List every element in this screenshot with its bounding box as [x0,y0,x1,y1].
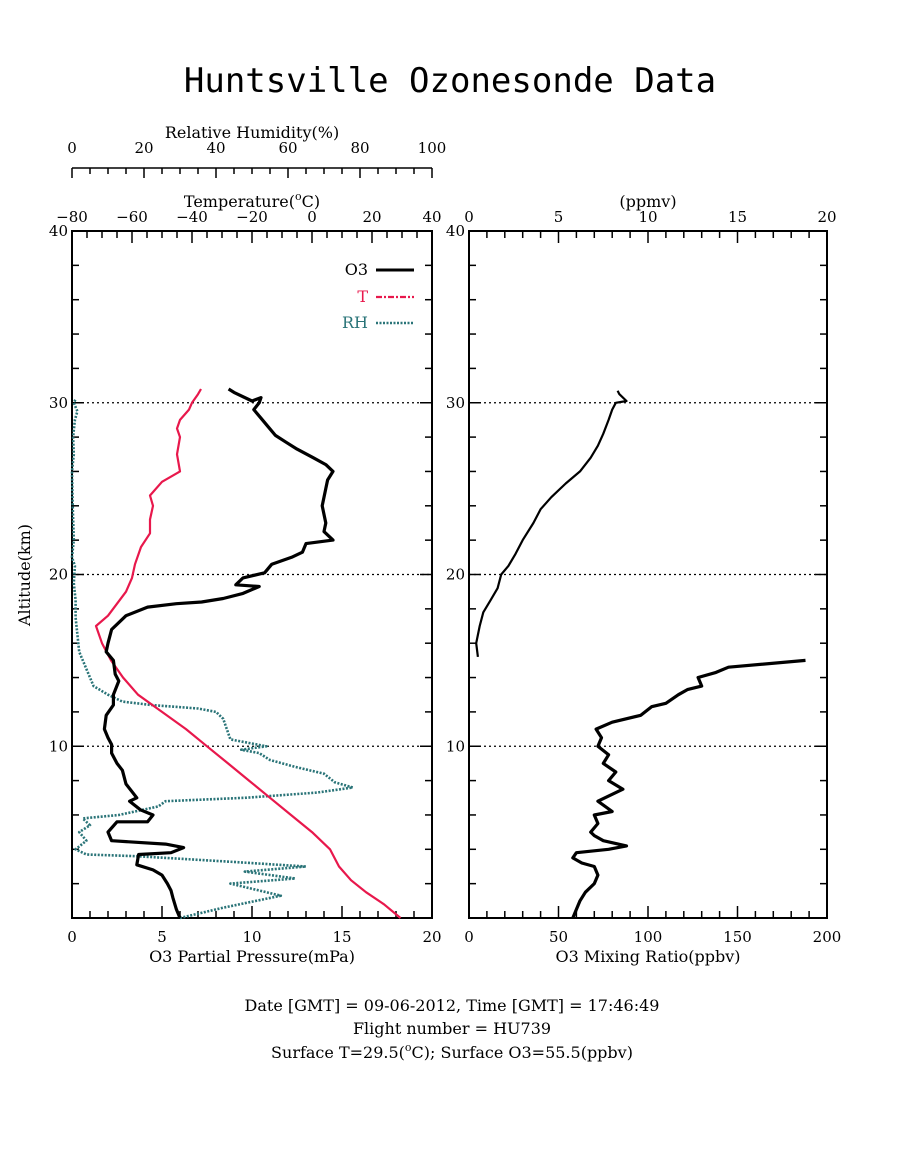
rh-tick-label: 60 [278,139,297,157]
y-tick-label: 10 [49,737,68,755]
temp-tick-label: −60 [116,208,148,226]
footer-surface-o3: C); Surface O3=55.5(ppbv) [412,1043,633,1062]
y-tick-label: 30 [49,394,68,412]
rh-tick-label: 20 [134,139,153,157]
temp-tick-label: 40 [422,208,441,226]
ppmv-tick-label: 5 [554,208,564,226]
ppmv-axis-label: (ppmv) [619,192,676,211]
o3-mixing-ratio-series-line-upper [475,390,628,658]
footer-flight-number: Flight number = HU739 [353,1019,551,1038]
ppmv-tick-label: 10 [638,208,657,226]
chart-title: Huntsville Ozonesonde Data [184,61,716,101]
ppmv-tick-label: 0 [464,208,474,226]
o3-mixing-ratio-axis-label: O3 Mixing Ratio(ppbv) [555,947,740,966]
rh-tick-label: 0 [67,139,77,157]
legend: O3 T RH [342,260,414,332]
y-tick-label: 20 [49,566,68,584]
rh-tick-label: 100 [418,139,447,157]
temp-axis-label-main: Temperature( [184,192,295,211]
o3-partial-pressure-series-line [102,387,335,919]
legend-label-t: T [357,287,368,306]
x-tick-label: 10 [242,928,261,946]
temp-tick-label: 20 [362,208,381,226]
temp-tick-label: −40 [176,208,208,226]
x-tick-label: 200 [813,928,842,946]
axis-ticks [71,168,828,919]
rh-tick-label: 80 [350,139,369,157]
x-tick-label: 0 [67,928,77,946]
footer-surface-values: Surface T=29.5(oC); Surface O3=55.5(ppbv… [271,1041,633,1062]
temp-axis-label-end: C) [302,192,320,211]
x-tick-label: 100 [634,928,663,946]
temp-axis-label: Temperature(oC) [184,190,320,211]
rh-axis-label: Relative Humidity(%) [165,123,339,142]
y-tick-label: 40 [446,222,465,240]
o3-partial-pressure-axis-label: O3 Partial Pressure(mPa) [149,947,355,966]
y-tick-label: 30 [446,394,465,412]
x-tick-label: 20 [422,928,441,946]
y-tick-label: 10 [446,737,465,755]
y-tick-label: 20 [446,566,465,584]
temp-axis-label-sup: o [295,190,302,203]
x-tick-label: 15 [332,928,351,946]
data-series [70,387,806,920]
y-tick-label: 40 [49,222,68,240]
temp-tick-label: −20 [236,208,268,226]
x-tick-label: 150 [723,928,752,946]
x-tick-label: 0 [464,928,474,946]
temp-tick-label: −80 [56,208,88,226]
footer-surface-t: Surface T=29.5( [271,1043,405,1062]
footer-date-time: Date [GMT] = 09-06-2012, Time [GMT] = 17… [245,996,660,1015]
rh-tick-label: 40 [206,139,225,157]
legend-label-rh: RH [342,313,368,332]
right-plot-frame [468,230,828,919]
temp-tick-label: 0 [307,208,317,226]
x-tick-label: 5 [157,928,167,946]
footer-sup: o [405,1041,412,1054]
ppmv-tick-label: 15 [728,208,747,226]
altitude-axis-label: Altitude(km) [15,524,34,627]
o3-mixing-ratio-series-line-lower [571,658,806,919]
t-series-line [94,388,402,919]
x-tick-label: 50 [549,928,568,946]
ppmv-tick-label: 20 [817,208,836,226]
legend-label-o3: O3 [345,260,368,279]
